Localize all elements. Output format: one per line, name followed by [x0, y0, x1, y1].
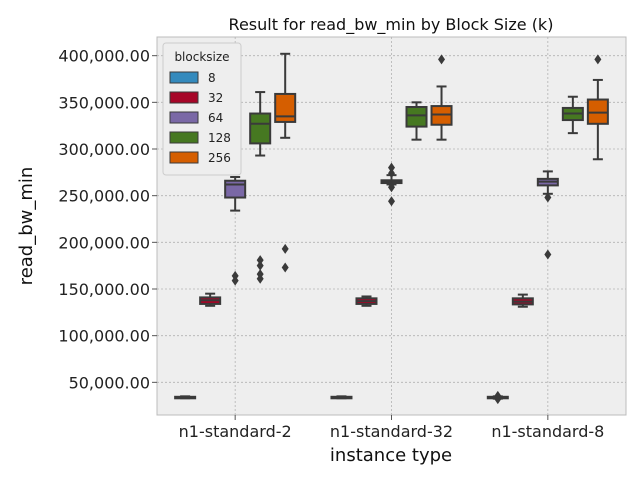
outlier-point: [256, 255, 264, 266]
y-tick-label: 150,000.00: [58, 280, 150, 299]
outlier-point: [544, 249, 552, 260]
box-256-n1-standard-32: [430, 54, 453, 141]
x-tick-label: n1-standard-32: [330, 422, 453, 441]
y-tick-label: 100,000.00: [58, 327, 150, 346]
outlier-point: [281, 262, 289, 273]
y-tick-label: 250,000.00: [58, 187, 150, 206]
box-128-n1-standard-32: [405, 101, 428, 141]
box-body: [405, 106, 428, 128]
x-tick-label: n1-standard-8: [491, 422, 604, 441]
outlier-point: [544, 192, 552, 203]
legend-label-128: 128: [208, 131, 231, 145]
legend-swatch-256: [169, 151, 199, 164]
box-128-n1-standard-8: [561, 95, 584, 135]
box-body: [224, 179, 247, 199]
outlier-point: [594, 54, 602, 65]
y-tick-label: 350,000.00: [58, 93, 150, 112]
y-tick-label: 300,000.00: [58, 140, 150, 159]
legend-swatch-64: [169, 111, 199, 124]
legend-label-8: 8: [208, 71, 216, 85]
outlier-point: [256, 269, 264, 280]
outlier-point: [281, 243, 289, 254]
outlier-point: [256, 260, 264, 271]
outlier-point: [494, 390, 502, 401]
box-32-n1-standard-32: [355, 295, 378, 307]
outlier-point: [388, 182, 395, 193]
y-tick-label: 200,000.00: [58, 233, 150, 252]
outlier-point: [388, 168, 395, 179]
legend-label-32: 32: [208, 91, 223, 105]
legend-label-256: 256: [208, 151, 231, 165]
box-32-n1-standard-2: [199, 292, 222, 307]
box-128-n1-standard-2: [249, 91, 272, 284]
box-8-n1-standard-8: [486, 390, 509, 405]
box-body: [274, 92, 297, 123]
box-256-n1-standard-8: [586, 54, 609, 161]
grid-lines: [157, 37, 626, 415]
x-axis-ticks: n1-standard-2 n1-standard-32 n1-standard-8: [179, 415, 604, 441]
legend-swatch-8: [169, 71, 199, 84]
y-axis-title: read_bw_min: [16, 167, 37, 286]
chart-title: Result for read_bw_min by Block Size (k): [229, 15, 554, 35]
y-tick-label: 400,000.00: [58, 47, 150, 66]
box-32-n1-standard-8: [511, 293, 534, 308]
box-body: [249, 112, 272, 145]
boxes: [174, 52, 609, 405]
legend-title: blocksize: [174, 50, 229, 64]
x-tick-label: n1-standard-2: [179, 422, 292, 441]
x-axis-title: instance type: [330, 445, 452, 466]
legend-swatch-128: [169, 131, 199, 144]
y-axis-ticks: 50,000.00 100,000.00 150,000.00 200,000.00 2…: [58, 47, 157, 392]
outlier-point: [388, 196, 395, 207]
legend-swatch-32: [169, 91, 199, 104]
legend-label-64: 64: [208, 111, 223, 125]
box-64-n1-standard-8: [536, 170, 559, 260]
y-tick-label: 50,000.00: [69, 373, 150, 392]
box-256-n1-standard-2: [274, 52, 297, 273]
box-8-n1-standard-2: [174, 395, 197, 400]
outlier-point: [388, 162, 395, 173]
box-8-n1-standard-32: [330, 395, 353, 400]
box-64-n1-standard-2: [224, 176, 247, 286]
box-64-n1-standard-32: [380, 162, 403, 207]
outlier-point: [438, 54, 446, 65]
legend: blocksize 8 32 64 128 256: [162, 42, 242, 176]
outlier-point: [231, 270, 239, 281]
